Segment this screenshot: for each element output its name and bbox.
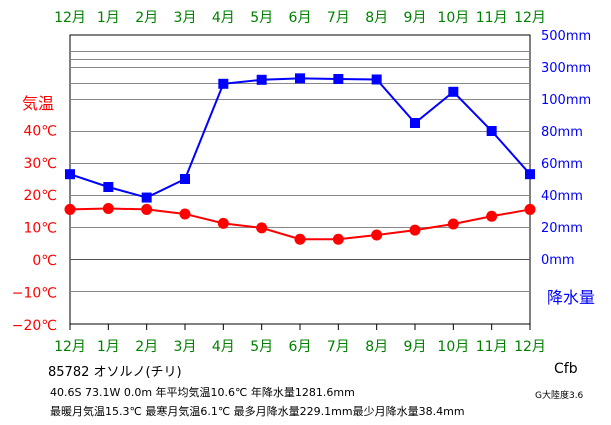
month-label-bottom: 2月: [135, 339, 158, 355]
temperature-axis-label: 気温: [22, 94, 54, 113]
temperature-marker: [217, 217, 229, 229]
precipitation-tick-label: 20mm: [541, 221, 583, 236]
precipitation-marker: [486, 126, 497, 136]
precipitation-axis-label: 降水量: [547, 288, 595, 307]
temperature-tick-label: 30℃: [23, 156, 57, 172]
precipitation-tick-label: 500mm: [541, 29, 591, 44]
precipitation-series: [65, 73, 535, 203]
month-label-bottom: 9月: [404, 339, 427, 355]
temperature-marker: [294, 233, 306, 245]
temperature-marker: [371, 229, 383, 241]
temperature-series: [64, 202, 536, 245]
temperature-marker: [524, 203, 536, 215]
precipitation-marker: [103, 182, 114, 192]
month-label-top: 9月: [404, 10, 427, 26]
temperature-marker: [64, 203, 76, 215]
precipitation-marker: [448, 86, 459, 97]
precipitation-tick-label: 60mm: [541, 157, 583, 172]
precipitation-tick-label: 300mm: [541, 61, 591, 76]
month-label-top: 11月: [476, 10, 508, 26]
temperature-marker: [409, 224, 421, 236]
month-label-bottom: 11月: [476, 339, 508, 355]
month-label-top: 5月: [250, 10, 273, 26]
month-label-top: 12月: [54, 10, 86, 26]
month-label-bottom: 12月: [514, 339, 546, 355]
precipitation-marker: [371, 74, 382, 85]
month-label-top: 12月: [514, 10, 546, 26]
month-label-bottom: 3月: [174, 339, 197, 355]
temperature-marker: [486, 210, 498, 222]
precipitation-marker: [218, 78, 229, 89]
precipitation-line: [69, 77, 531, 199]
month-label-top: 3月: [174, 10, 197, 26]
koppen-class: Cfb: [554, 361, 578, 377]
temperature-tick-label: 20℃: [23, 188, 57, 204]
month-label-bottom: 7月: [327, 339, 350, 355]
station-extremes: 最暖月気温15.3℃ 最寒月気温6.1℃ 最多月降水量229.1mm最少月降水量…: [50, 405, 465, 418]
month-label-bottom: 1月: [97, 339, 120, 355]
precipitation-tick-label: 80mm: [541, 125, 583, 140]
month-label-bottom: 5月: [250, 339, 273, 355]
month-label-top: 10月: [437, 10, 469, 26]
month-label-top: 6月: [289, 10, 312, 26]
precipitation-axis-ticks: 500mm 300mm 100mm 80mm 60mm 40mm 20mm 0mm: [541, 29, 591, 268]
bottom-month-labels: 12月 1月 2月 3月 4月 5月 6月 7月 8月 9月 10月 11月 12月: [54, 339, 546, 355]
month-label-top: 2月: [135, 10, 158, 26]
precipitation-marker: [333, 74, 344, 84]
precipitation-marker: [295, 73, 305, 84]
precipitation-marker: [256, 74, 267, 85]
temperature-marker: [256, 222, 268, 234]
continentality: G大陸度3.6: [535, 391, 584, 401]
precipitation-tick-label: 40mm: [541, 189, 583, 204]
temperature-marker: [141, 203, 153, 215]
precipitation-tick-label: 100mm: [541, 93, 591, 108]
precipitation-marker: [525, 169, 535, 180]
month-label-bottom: 8月: [365, 339, 388, 355]
temperature-tick-label: −10℃: [12, 285, 57, 301]
precipitation-marker: [141, 192, 152, 203]
month-label-bottom: 6月: [289, 339, 312, 355]
month-label-top: 1月: [97, 10, 120, 26]
month-label-top: 7月: [327, 10, 350, 26]
precipitation-marker: [180, 174, 190, 184]
precipitation-marker: [65, 169, 75, 180]
temperature-marker: [179, 208, 191, 220]
precipitation-marker: [410, 118, 420, 128]
month-label-bottom: 12月: [54, 339, 86, 355]
temperature-marker: [447, 218, 459, 230]
month-label-bottom: 10月: [437, 339, 469, 355]
temperature-tick-label: 40℃: [23, 123, 57, 139]
temperature-tick-label: −20℃: [12, 318, 57, 334]
station-title: 85782 オソルノ(チリ): [48, 365, 182, 380]
temperature-marker: [102, 202, 114, 214]
month-label-top: 8月: [365, 10, 388, 26]
station-summary: 40.6S 73.1W 0.0m 年平均気温10.6℃ 年降水量1281.6mm: [50, 386, 355, 399]
precipitation-tick-label: 0mm: [541, 253, 575, 268]
month-label-top: 4月: [212, 10, 235, 26]
temperature-axis-ticks: 40℃ 30℃ 20℃ 10℃ 0℃ −10℃ −20℃: [12, 123, 57, 333]
temperature-tick-label: 0℃: [32, 253, 57, 269]
temperature-tick-label: 10℃: [23, 221, 57, 237]
top-month-labels: 12月 1月 2月 3月 4月 5月 6月 7月 8月 9月 10月 11月 12月: [54, 10, 546, 26]
temperature-marker: [332, 233, 344, 245]
month-label-bottom: 4月: [212, 339, 235, 355]
